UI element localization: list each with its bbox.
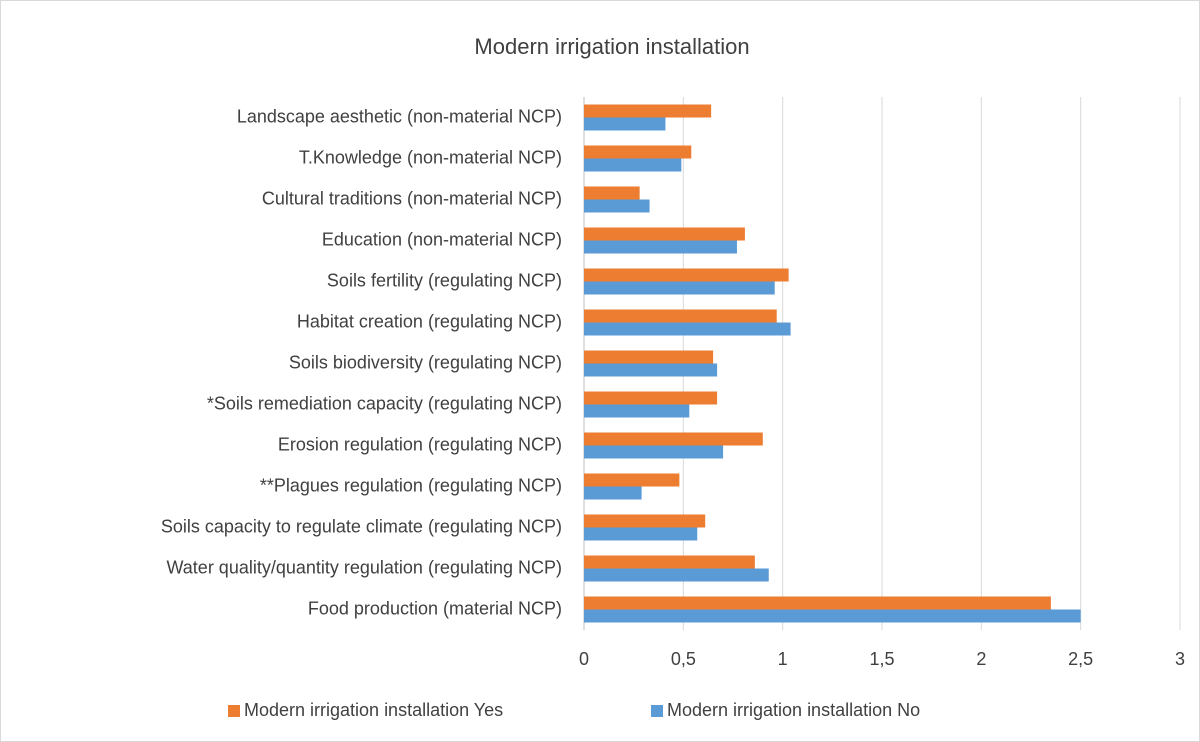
bar [584, 199, 650, 213]
x-tick-label: 3 [1175, 649, 1185, 669]
bar [584, 350, 714, 364]
legend-swatch [228, 705, 240, 717]
bar [584, 104, 712, 118]
x-tick-label: 2,5 [1068, 649, 1093, 669]
bar [584, 391, 718, 405]
bar [584, 281, 775, 295]
y-tick-label: Habitat creation (regulating NCP) [297, 311, 562, 331]
y-tick-label: *Soils remediation capacity (regulating … [207, 393, 562, 413]
bar [584, 322, 791, 336]
bar [584, 596, 1051, 610]
bar [584, 432, 763, 446]
bar [584, 227, 745, 241]
y-tick-label: Food production (material NCP) [308, 598, 562, 618]
bar [584, 527, 698, 541]
bar [584, 309, 777, 323]
x-tick-label: 0 [579, 649, 589, 669]
legend-label: Modern irrigation installation No [667, 700, 920, 720]
bar [584, 555, 755, 569]
bar [584, 445, 724, 459]
bar [584, 363, 718, 377]
bar [584, 158, 682, 172]
bar [584, 117, 666, 131]
bar [584, 145, 692, 159]
bar [584, 568, 769, 582]
chart-title: Modern irrigation installation [474, 34, 749, 59]
y-tick-label: Soils capacity to regulate climate (regu… [161, 516, 562, 536]
y-tick-label: Erosion regulation (regulating NCP) [278, 434, 562, 454]
bar [584, 268, 789, 282]
y-tick-label: Soils fertility (regulating NCP) [327, 270, 562, 290]
y-tick-label: T.Knowledge (non-material NCP) [299, 147, 562, 167]
y-tick-label: Education (non-material NCP) [322, 229, 562, 249]
y-tick-label: **Plagues regulation (regulating NCP) [260, 475, 562, 495]
y-tick-label: Cultural traditions (non-material NCP) [262, 188, 562, 208]
legend-label: Modern irrigation installation Yes [244, 700, 503, 720]
bar [584, 514, 706, 528]
x-tick-label: 2 [976, 649, 986, 669]
bar [584, 404, 690, 418]
bar [584, 486, 642, 500]
bar [584, 473, 680, 487]
y-tick-label: Soils biodiversity (regulating NCP) [289, 352, 562, 372]
bar [584, 240, 737, 254]
bar [584, 609, 1081, 623]
bar [584, 186, 640, 200]
x-tick-label: 1,5 [869, 649, 894, 669]
y-tick-label: Water quality/quantity regulation (regul… [166, 557, 562, 577]
x-tick-label: 0,5 [671, 649, 696, 669]
x-tick-label: 1 [778, 649, 788, 669]
legend-swatch [651, 705, 663, 717]
y-tick-label: Landscape aesthetic (non-material NCP) [237, 106, 562, 126]
